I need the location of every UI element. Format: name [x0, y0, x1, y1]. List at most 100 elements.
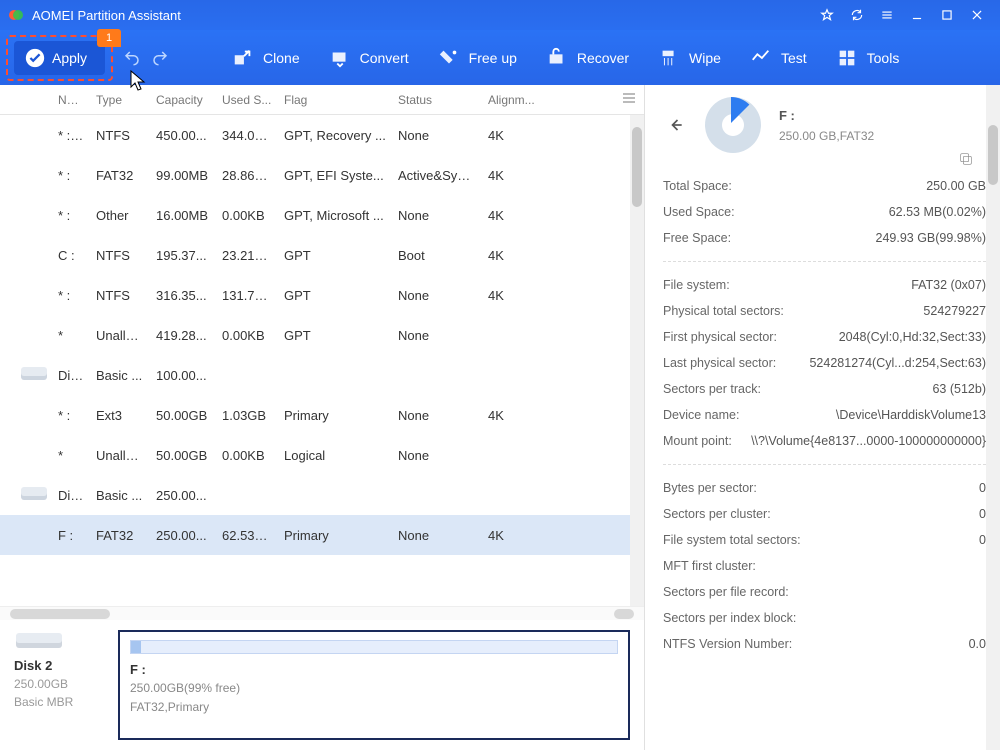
toolbar-recover[interactable]: Recover [545, 46, 629, 70]
col-flag[interactable]: Flag [278, 93, 392, 107]
info-key: Bytes per sector: [663, 481, 757, 495]
details-scrollbar[interactable] [986, 85, 1000, 750]
cell-type: Unalloc... [90, 448, 150, 463]
cell-alignment: 4K [482, 408, 546, 423]
toolbar-item-label: Test [781, 50, 807, 66]
diskmap-mode: Basic MBR [14, 693, 104, 711]
cell-name: * : [0, 288, 90, 303]
copy-icon[interactable] [958, 151, 974, 170]
refresh-icon[interactable] [842, 0, 872, 30]
disk-row[interactable]: Disk 2Basic ...250.00... [0, 475, 644, 515]
cell-flag: Primary [278, 408, 392, 423]
info-value: 0 [979, 481, 986, 495]
info-row: Physical total sectors:524279227 [663, 298, 986, 324]
redo-button[interactable] [149, 47, 171, 69]
column-options-icon[interactable] [622, 91, 644, 108]
menu-icon[interactable] [872, 0, 902, 30]
cell-type: FAT32 [90, 528, 150, 543]
toolbar-clone[interactable]: Clone [231, 46, 300, 70]
info-value: \\?\Volume{4e8137...0000-100000000000} [751, 434, 986, 448]
cell-type: Unalloc... [90, 328, 150, 343]
toolbar-tools[interactable]: Tools [835, 46, 900, 70]
app-icon [8, 7, 24, 23]
toolbar-item-label: Clone [263, 50, 300, 66]
horizontal-scrollbar[interactable] [0, 606, 644, 620]
cell-alignment: 4K [482, 528, 546, 543]
cell-status: None [392, 408, 482, 423]
toolbar-convert[interactable]: Convert [328, 46, 409, 70]
close-button[interactable] [962, 0, 992, 30]
cell-type: Basic ... [90, 488, 150, 503]
col-name[interactable]: Name [0, 93, 90, 107]
info-key: Device name: [663, 408, 739, 422]
toolbar-item-label: Free up [469, 50, 517, 66]
cell-capacity: 250.00... [150, 528, 216, 543]
disk-row[interactable]: Disk 1Basic ...100.00... [0, 355, 644, 395]
info-key: Used Space: [663, 205, 735, 219]
toolbar-wipe[interactable]: Wipe [657, 46, 721, 70]
star-icon[interactable] [812, 0, 842, 30]
cell-type: Other [90, 208, 150, 223]
info-row: NTFS Version Number:0.0 [663, 631, 986, 657]
cell-name: * [0, 448, 90, 463]
cell-capacity: 16.00MB [150, 208, 216, 223]
info-row: File system:FAT32 (0x07) [663, 272, 986, 298]
vertical-scrollbar[interactable] [630, 115, 644, 606]
minimize-button[interactable] [902, 0, 932, 30]
info-key: File system total sectors: [663, 533, 801, 547]
col-capacity[interactable]: Capacity [150, 93, 216, 107]
col-status[interactable]: Status [392, 93, 482, 107]
table-row[interactable]: *Unalloc...50.00GB0.00KBLogicalNone [0, 435, 644, 475]
cell-used: 62.53MB [216, 528, 278, 543]
cell-name: * : [0, 168, 90, 183]
cell-capacity: 195.37... [150, 248, 216, 263]
undo-button[interactable] [121, 47, 143, 69]
table-row[interactable]: * :NTFS316.35...131.71...GPTNone4K [0, 275, 644, 315]
cell-status: None [392, 528, 482, 543]
apply-highlight: Apply 1 [6, 35, 113, 81]
info-value: 63 (512b) [932, 382, 986, 396]
cell-capacity: 50.00GB [150, 448, 216, 463]
cell-alignment: 4K [482, 248, 546, 263]
cell-name: * : [0, 208, 90, 223]
cell-flag: GPT [278, 328, 392, 343]
cell-used: 344.02... [216, 128, 278, 143]
table-row[interactable]: * :Ext350.00GB1.03GBPrimaryNone4K [0, 395, 644, 435]
disk-icon [20, 485, 48, 506]
info-row: Bytes per sector: 0 [663, 475, 986, 501]
apply-button[interactable]: Apply [14, 41, 105, 75]
info-row: Total Space:250.00 GB [663, 173, 986, 199]
table-row[interactable]: C :NTFS195.37...23.21GBGPTBoot4K [0, 235, 644, 275]
back-button[interactable] [663, 113, 687, 137]
diskmap-partition[interactable]: F : 250.00GB(99% free) FAT32,Primary [118, 630, 630, 740]
cell-status: None [392, 448, 482, 463]
info-row: Sectors per track:63 (512b) [663, 376, 986, 402]
cell-flag: GPT, Microsoft ... [278, 208, 392, 223]
col-alignment[interactable]: Alignm... [482, 93, 546, 107]
col-used[interactable]: Used S... [216, 93, 278, 107]
cell-type: NTFS [90, 248, 150, 263]
maximize-button[interactable] [932, 0, 962, 30]
pie-icon [705, 97, 761, 153]
col-type[interactable]: Type [90, 93, 150, 107]
cell-capacity: 316.35... [150, 288, 216, 303]
info-key: Sectors per index block: [663, 611, 796, 625]
cell-used: 28.86MB [216, 168, 278, 183]
table-row[interactable]: F :FAT32250.00...62.53MBPrimaryNone4K [0, 515, 644, 555]
cell-capacity: 250.00... [150, 488, 216, 503]
table-row[interactable]: * :FAT3299.00MB28.86MBGPT, EFI Syste...A… [0, 155, 644, 195]
table-body: * : ...NTFS450.00...344.02...GPT, Recove… [0, 115, 644, 606]
cell-used: 23.21GB [216, 248, 278, 263]
toolbar-free-up[interactable]: Free up [437, 46, 517, 70]
toolbar-item-label: Tools [867, 50, 900, 66]
cell-status: None [392, 128, 482, 143]
toolbar-test[interactable]: Test [749, 46, 807, 70]
disk-map: Disk 2 250.00GB Basic MBR F : 250.00GB(9… [0, 620, 644, 750]
table-row[interactable]: * :Other16.00MB0.00KBGPT, Microsoft ...N… [0, 195, 644, 235]
table-row[interactable]: * : ...NTFS450.00...344.02...GPT, Recove… [0, 115, 644, 155]
apply-label: Apply [52, 50, 87, 66]
cell-name: * [0, 328, 90, 343]
table-row[interactable]: *Unalloc...419.28...0.00KBGPTNone [0, 315, 644, 355]
cell-capacity: 100.00... [150, 368, 216, 383]
cell-alignment: 4K [482, 128, 546, 143]
